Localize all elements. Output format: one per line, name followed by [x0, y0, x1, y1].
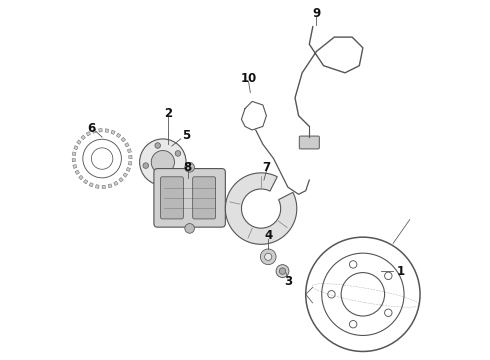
Circle shape	[185, 224, 195, 233]
Circle shape	[185, 162, 195, 172]
Polygon shape	[127, 149, 131, 153]
Circle shape	[279, 268, 286, 274]
Circle shape	[151, 150, 174, 174]
Circle shape	[260, 249, 276, 265]
FancyBboxPatch shape	[154, 168, 225, 227]
Polygon shape	[121, 138, 125, 142]
Text: 4: 4	[264, 229, 272, 242]
Polygon shape	[105, 129, 109, 132]
Polygon shape	[81, 135, 85, 140]
Polygon shape	[83, 180, 88, 184]
Polygon shape	[108, 184, 112, 188]
Circle shape	[175, 150, 181, 156]
Circle shape	[143, 163, 148, 168]
FancyBboxPatch shape	[161, 177, 183, 219]
Polygon shape	[96, 185, 99, 188]
Circle shape	[155, 176, 161, 181]
Text: 5: 5	[182, 129, 190, 142]
Polygon shape	[92, 129, 96, 133]
Text: 8: 8	[184, 161, 192, 174]
Polygon shape	[89, 183, 93, 187]
Polygon shape	[114, 181, 118, 186]
Circle shape	[276, 265, 289, 278]
Polygon shape	[86, 131, 91, 136]
Text: 2: 2	[164, 107, 172, 120]
Polygon shape	[125, 143, 129, 147]
Polygon shape	[72, 158, 75, 162]
Polygon shape	[128, 162, 132, 165]
Polygon shape	[116, 133, 121, 138]
Polygon shape	[225, 173, 297, 244]
Polygon shape	[79, 175, 83, 180]
FancyBboxPatch shape	[193, 177, 216, 219]
Polygon shape	[77, 140, 81, 144]
Circle shape	[140, 139, 186, 185]
FancyBboxPatch shape	[299, 136, 319, 149]
Polygon shape	[75, 170, 79, 175]
Polygon shape	[74, 145, 78, 150]
Text: 1: 1	[396, 265, 404, 278]
Text: 7: 7	[262, 161, 270, 174]
Polygon shape	[126, 167, 130, 172]
Polygon shape	[119, 177, 123, 182]
Polygon shape	[111, 130, 115, 134]
Polygon shape	[129, 155, 132, 158]
Polygon shape	[73, 165, 77, 168]
Text: 10: 10	[241, 72, 257, 85]
Circle shape	[155, 143, 161, 148]
Polygon shape	[123, 173, 127, 177]
Text: 3: 3	[284, 275, 292, 288]
Text: 9: 9	[312, 8, 320, 21]
Text: 6: 6	[87, 122, 96, 135]
Polygon shape	[73, 152, 76, 156]
Circle shape	[265, 253, 272, 260]
Polygon shape	[99, 129, 102, 132]
Polygon shape	[102, 185, 105, 189]
